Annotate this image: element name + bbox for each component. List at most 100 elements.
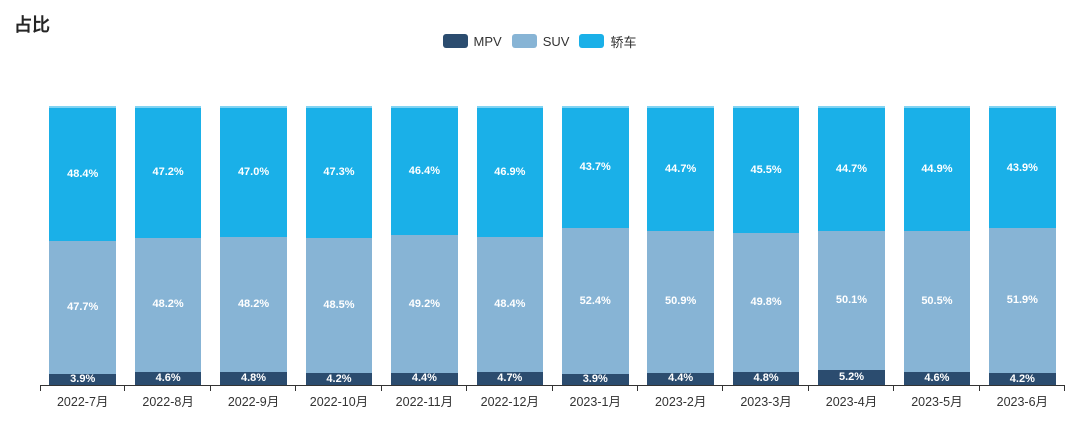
segment-value-label: 48.4%	[494, 297, 526, 310]
bar-segment-sedan[interactable]: 43.9%	[989, 106, 1056, 229]
segment-value-label: 43.7%	[579, 161, 611, 174]
bar-segment-mpv[interactable]: 3.9%	[49, 374, 117, 385]
segment-value-label: 3.9%	[582, 373, 608, 386]
bar-segment-suv[interactable]: 50.5%	[903, 231, 971, 373]
bar-segment-sedan[interactable]: 43.7%	[561, 106, 629, 228]
bar-segment-sedan[interactable]: 45.5%	[732, 106, 800, 233]
bar-segment-mpv[interactable]: 4.2%	[989, 373, 1056, 385]
legend-item-label: SUV	[542, 33, 570, 49]
bar-segment-sedan[interactable]: 47.3%	[305, 106, 373, 238]
segment-value-label: 5.2%	[838, 371, 865, 384]
x-axis-label: 2023-4月	[825, 395, 878, 409]
bar-segment-suv[interactable]: 50.1%	[818, 230, 885, 371]
x-axis-label: 2022-10月	[309, 395, 369, 409]
legend-item-sedan[interactable]: 轿车	[579, 32, 636, 51]
bar-segment-suv[interactable]: 49.2%	[391, 235, 458, 373]
stacked-bar: 43.9% 51.9% 4.2%	[989, 106, 1056, 385]
segment-value-label: 4.8%	[241, 371, 267, 384]
segment-value-label: 47.7%	[67, 301, 99, 314]
segment-value-label: 49.2%	[408, 297, 440, 310]
segment-value-label: 44.9%	[921, 163, 953, 176]
bar-group: 47.2% 48.2% 4.6%	[125, 106, 212, 391]
legend-item-mpv[interactable]: MPV	[442, 33, 502, 49]
bar-group: 46.4% 49.2% 4.4%	[382, 106, 468, 391]
legend-swatch-sedan	[579, 34, 605, 48]
bar-segment-sedan[interactable]: 47.2%	[134, 106, 202, 238]
bar-segment-sedan[interactable]: 46.4%	[391, 106, 458, 236]
bar-segment-mpv[interactable]: 4.7%	[476, 371, 544, 385]
legend-item-label: MPV	[473, 33, 502, 49]
bar-segment-mpv[interactable]: 5.2%	[818, 370, 885, 385]
legend-item-label: 轿车	[610, 34, 637, 50]
segment-value-label: 47.0%	[237, 166, 270, 179]
segment-value-label: 50.9%	[665, 295, 697, 308]
x-axis-label: 2023-3月	[740, 395, 792, 409]
bar-segment-suv[interactable]: 49.8%	[732, 232, 800, 372]
bar-segment-suv[interactable]: 48.2%	[220, 237, 287, 372]
bar-segment-suv[interactable]: 52.4%	[561, 227, 629, 375]
x-axis-label: 2023-6月	[996, 395, 1049, 409]
segment-value-label: 49.8%	[750, 295, 782, 308]
segment-value-label: 48.2%	[237, 297, 270, 310]
x-axis-label: 2022-9月	[227, 395, 280, 409]
segment-value-label: 4.4%	[668, 372, 694, 385]
bar-segment-suv[interactable]: 51.9%	[989, 228, 1056, 374]
x-axis-label: 2023-5月	[911, 395, 963, 409]
x-axis-label: 2022-11月	[395, 395, 454, 409]
bar-group: 44.9% 50.5% 4.6%	[894, 106, 981, 391]
legend-item-suv[interactable]: SUV	[511, 33, 570, 49]
segment-value-label: 4.7%	[497, 371, 523, 384]
bar-segment-mpv[interactable]: 4.2%	[305, 372, 373, 385]
x-axis-label: 2023-2月	[654, 395, 707, 409]
stacked-bar: 44.7% 50.9% 4.4%	[647, 106, 714, 385]
stacked-bar: 46.4% 49.2% 4.4%	[391, 106, 458, 385]
x-axis-label: 2022-12月	[480, 395, 539, 409]
plot-area: 48.4% 47.7% 3.9% 47.2% 48.2% 4.6% 47.0% 48.2% 4.…	[40, 106, 1066, 391]
bar-segment-sedan[interactable]: 44.9%	[903, 106, 971, 232]
bar-segment-sedan[interactable]: 44.7%	[647, 106, 714, 231]
legend-swatch-suv	[511, 34, 537, 48]
bar-segment-mpv[interactable]: 4.8%	[732, 371, 800, 385]
x-axis-label: 2022-7月	[56, 395, 109, 409]
bar-segment-mpv[interactable]: 4.4%	[647, 372, 714, 385]
stacked-bar: 44.9% 50.5% 4.6%	[903, 106, 971, 385]
bar-segment-mpv[interactable]: 4.4%	[391, 372, 458, 385]
segment-value-label: 4.6%	[924, 372, 950, 385]
segment-value-label: 45.5%	[750, 163, 782, 176]
segment-value-label: 51.9%	[1006, 294, 1038, 307]
bar-group: 47.0% 48.2% 4.8%	[211, 106, 297, 391]
bar-segment-sedan[interactable]: 48.4%	[49, 106, 117, 242]
bar-segment-suv[interactable]: 48.4%	[476, 236, 544, 372]
segment-value-label: 4.2%	[1009, 372, 1035, 385]
bar-group: 45.5% 49.8% 4.8%	[723, 106, 810, 391]
stacked-bar: 44.7% 50.1% 5.2%	[818, 106, 885, 385]
legend-swatch-mpv	[442, 34, 468, 48]
bar-group: 44.7% 50.9% 4.4%	[638, 106, 724, 391]
bar-group: 48.4% 47.7% 3.9%	[40, 106, 126, 391]
segment-value-label: 50.5%	[921, 295, 953, 308]
segment-value-label: 52.4%	[579, 294, 611, 307]
bar-segment-mpv[interactable]: 4.6%	[903, 372, 971, 385]
segment-value-label: 4.8%	[753, 371, 779, 384]
bar-segment-sedan[interactable]: 44.7%	[818, 106, 885, 231]
segment-value-label: 47.3%	[323, 166, 355, 179]
bar-segment-mpv[interactable]: 4.6%	[134, 372, 202, 385]
segment-value-label: 50.1%	[835, 294, 868, 307]
bar-segment-sedan[interactable]: 46.9%	[476, 106, 544, 237]
bar-segment-mpv[interactable]: 4.8%	[220, 371, 287, 385]
segment-value-label: 43.9%	[1006, 161, 1038, 174]
bar-segment-sedan[interactable]: 47.0%	[220, 106, 287, 238]
segment-value-label: 46.4%	[408, 165, 440, 178]
segment-value-label: 46.9%	[494, 165, 526, 178]
segment-value-label: 4.2%	[326, 372, 352, 385]
segment-value-label: 44.7%	[835, 162, 868, 175]
bar-segment-suv[interactable]: 47.7%	[49, 241, 117, 375]
bar-segment-suv[interactable]: 48.5%	[305, 237, 373, 374]
chart-title: 占比	[14, 15, 50, 35]
segment-value-label: 47.2%	[152, 166, 184, 179]
bar-segment-suv[interactable]: 48.2%	[134, 237, 202, 373]
stacked-bar: 48.4% 47.7% 3.9%	[49, 106, 117, 385]
bar-segment-suv[interactable]: 50.9%	[647, 230, 714, 373]
bar-group: 47.3% 48.5% 4.2%	[296, 106, 383, 391]
bar-segment-mpv[interactable]: 3.9%	[561, 373, 629, 386]
